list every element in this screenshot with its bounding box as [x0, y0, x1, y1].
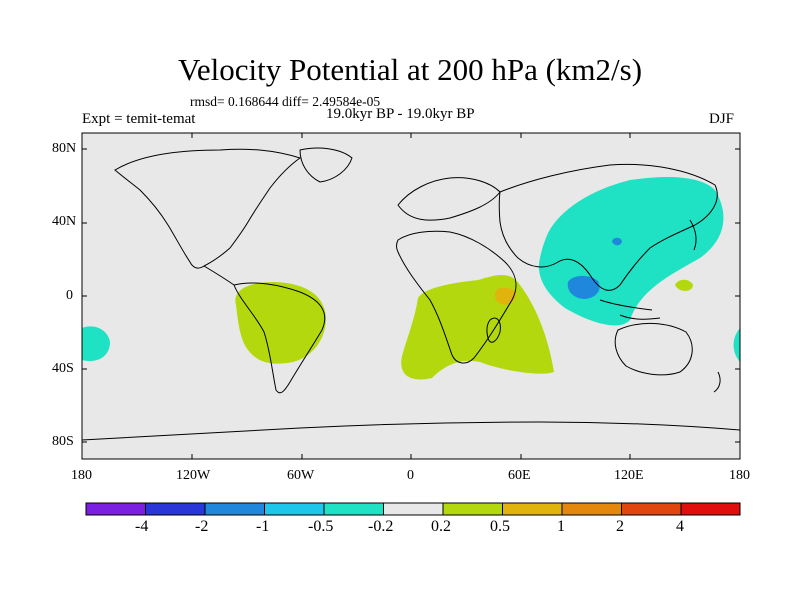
coast-japan — [689, 219, 697, 251]
colorbar-label: -0.2 — [368, 518, 394, 535]
colorbar-swatch — [383, 502, 444, 516]
colorbar-label: -4 — [135, 518, 149, 535]
colorbar-label: -0.5 — [308, 518, 334, 535]
colorbar-label: 0.2 — [431, 518, 451, 535]
colorbar-swatch — [85, 502, 146, 516]
lon-label-180e: 180 — [729, 468, 750, 483]
colorbar-swatch — [680, 502, 741, 516]
colorbar-label: -2 — [195, 518, 209, 535]
contour-mid-africa — [495, 287, 516, 305]
colorbar-swatch — [323, 502, 384, 516]
colorbar-label: -1 — [256, 518, 270, 535]
contour-neg-strong-north — [612, 237, 622, 246]
lat-label-eq: 0 — [66, 288, 73, 303]
lon-label-120e: 120E — [614, 468, 644, 483]
lat-label-80n: 80N — [52, 141, 77, 156]
stats-line: rmsd= 0.168644 diff= 2.49584e-05 — [190, 94, 381, 109]
lon-label-180w: 180 — [71, 468, 92, 483]
contour-neg-east-edge — [733, 328, 740, 362]
colorbar-swatch — [145, 502, 206, 516]
lat-label-80s: 80S — [52, 434, 74, 449]
chart-title: Velocity Potential at 200 hPa (km2/s) — [177, 52, 643, 87]
lon-label-60e: 60E — [508, 468, 531, 483]
colorbar-swatch — [502, 502, 563, 516]
coast-antarctica — [82, 421, 740, 441]
coast-africa — [396, 230, 517, 364]
lon-label-60w: 60W — [287, 468, 315, 483]
colorbar — [85, 502, 741, 516]
lon-label-0: 0 — [407, 468, 414, 483]
coast-new-zealand — [713, 371, 721, 393]
contour-pos-africa-indian — [401, 275, 554, 380]
colorbar-swatch — [204, 502, 265, 516]
coastline-layer — [82, 147, 740, 441]
coast-south-america — [233, 282, 326, 394]
colorbar-swatch — [621, 502, 682, 516]
contour-fill-layer — [82, 177, 740, 380]
lat-label-40n: 40N — [52, 214, 77, 229]
contour-pos-south-america — [235, 282, 326, 364]
contour-pos-pacific — [675, 279, 693, 292]
colorbar-swatch — [264, 502, 325, 516]
colorbar-label: 1 — [557, 518, 565, 535]
contour-neg-west-pacific — [82, 326, 110, 362]
colorbar-label: 2 — [616, 518, 624, 535]
coast-australia — [614, 322, 693, 376]
colorbar-swatch — [442, 502, 503, 516]
coast-central-america — [203, 265, 235, 286]
coast-greenland — [299, 147, 353, 183]
lon-label-120w: 120W — [176, 468, 211, 483]
period-label: 19.0kyr BP - 19.0kyr BP — [326, 106, 475, 122]
colorbar-label: 4 — [676, 518, 684, 535]
colorbar-swatch — [561, 502, 622, 516]
coast-north-america — [114, 148, 302, 269]
experiment-label: Expt = temit-temat — [82, 111, 196, 127]
coast-asia — [498, 163, 718, 291]
contour-neg-strong-asia — [567, 275, 600, 299]
coast-madagascar — [486, 317, 501, 343]
season-label: DJF — [709, 111, 735, 127]
colorbar-label: 0.5 — [490, 518, 510, 535]
lat-label-40s: 40S — [52, 361, 74, 376]
coast-indonesia — [599, 299, 661, 320]
axis-ticks — [82, 133, 740, 459]
